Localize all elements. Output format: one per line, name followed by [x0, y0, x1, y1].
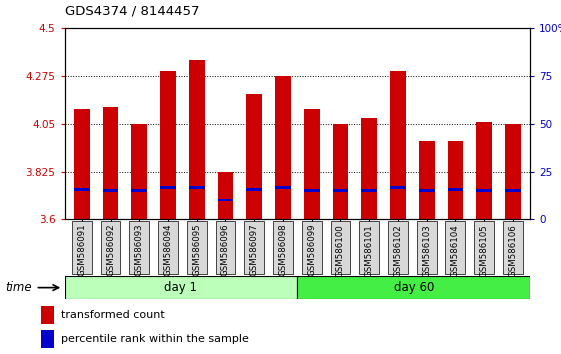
Bar	[419, 189, 435, 192]
Text: GSM586101: GSM586101	[365, 224, 374, 276]
Bar	[103, 107, 118, 219]
Bar	[505, 189, 521, 192]
Text: percentile rank within the sample: percentile rank within the sample	[61, 334, 249, 344]
Bar	[503, 221, 523, 274]
Bar	[333, 124, 348, 219]
Bar	[131, 124, 147, 219]
Bar	[476, 122, 492, 219]
Bar	[42, 306, 54, 324]
Bar	[361, 189, 377, 192]
Bar	[218, 172, 233, 219]
Bar	[445, 221, 465, 274]
Bar	[476, 189, 492, 192]
Text: GDS4374 / 8144457: GDS4374 / 8144457	[65, 5, 199, 18]
Bar	[131, 189, 147, 192]
Bar	[218, 199, 233, 201]
Bar	[187, 221, 206, 274]
Text: GSM586106: GSM586106	[508, 224, 517, 276]
Bar	[302, 221, 321, 274]
Bar	[417, 221, 436, 274]
Bar	[72, 221, 91, 274]
Text: GSM586091: GSM586091	[77, 224, 86, 276]
Bar	[388, 221, 408, 274]
Bar	[215, 221, 236, 274]
Text: GSM586102: GSM586102	[393, 224, 402, 276]
Text: GSM586103: GSM586103	[422, 224, 431, 276]
Bar	[246, 188, 262, 191]
Bar	[42, 330, 54, 348]
Text: GSM586100: GSM586100	[336, 224, 345, 276]
Text: GSM586096: GSM586096	[221, 224, 230, 276]
Bar	[419, 141, 435, 219]
Bar	[100, 221, 121, 274]
Text: GSM586104: GSM586104	[451, 224, 460, 276]
Bar	[273, 221, 293, 274]
Bar	[189, 186, 205, 189]
Bar	[505, 124, 521, 219]
Text: GSM586093: GSM586093	[135, 224, 144, 276]
Bar	[65, 276, 297, 299]
Bar	[448, 188, 463, 191]
Bar	[275, 186, 291, 189]
Bar	[275, 76, 291, 219]
Text: GSM586094: GSM586094	[163, 224, 172, 276]
Bar	[333, 189, 348, 192]
Text: time: time	[5, 281, 32, 294]
Bar	[244, 221, 264, 274]
Text: GSM586092: GSM586092	[106, 224, 115, 276]
Bar	[189, 60, 205, 219]
Text: day 1: day 1	[164, 281, 197, 294]
Bar	[304, 109, 320, 219]
Bar	[361, 118, 377, 219]
Text: GSM586095: GSM586095	[192, 224, 201, 276]
Bar	[74, 188, 90, 191]
Bar	[160, 71, 176, 219]
Bar	[390, 186, 406, 189]
Bar	[160, 186, 176, 189]
Text: day 60: day 60	[394, 281, 434, 294]
Bar	[297, 276, 530, 299]
Bar	[390, 71, 406, 219]
Text: GSM586105: GSM586105	[480, 224, 489, 276]
Bar	[103, 189, 118, 192]
Bar	[130, 221, 149, 274]
Bar	[74, 109, 90, 219]
Bar	[474, 221, 494, 274]
Bar	[246, 94, 262, 219]
Bar	[304, 189, 320, 192]
Text: transformed count: transformed count	[61, 310, 165, 320]
Text: GSM586099: GSM586099	[307, 224, 316, 276]
Text: GSM586098: GSM586098	[278, 224, 287, 276]
Text: GSM586097: GSM586097	[250, 224, 259, 276]
Bar	[359, 221, 379, 274]
Bar	[448, 141, 463, 219]
Bar	[330, 221, 351, 274]
Bar	[158, 221, 178, 274]
